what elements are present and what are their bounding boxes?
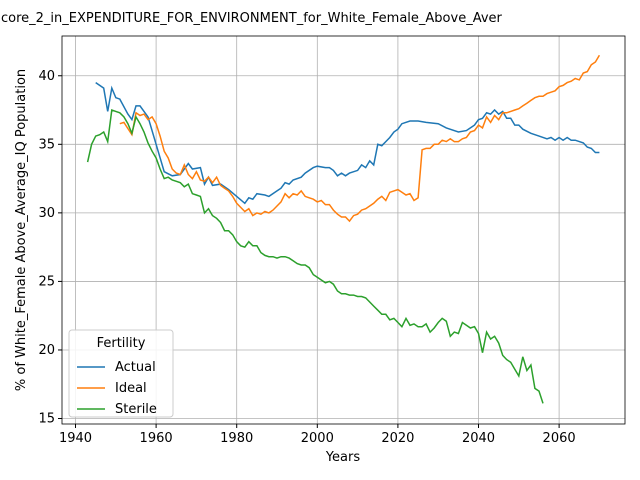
legend-title: Fertility [97,336,146,351]
x-tick-label: 2040 [462,431,495,446]
legend-label: Ideal [115,381,147,396]
y-tick-label: 30 [38,206,55,221]
legend-box [68,329,174,418]
x-tick-label: 2060 [543,431,576,446]
plot-frame [61,35,626,425]
y-tick-label: 25 [38,274,55,289]
legend-label: Actual [115,360,156,375]
y-tick-label: 35 [38,137,55,152]
legend-label: Sterile [115,402,157,417]
data-line [86,108,544,404]
data-line [95,81,600,205]
data-line [119,54,601,223]
y-tick-label: 40 [38,69,55,84]
x-tick-label: 1980 [220,431,253,446]
x-tick-label: 2020 [381,431,414,446]
x-tick-label: 1940 [59,431,92,446]
x-tick-label: 2000 [301,431,334,446]
x-tick-label: 1960 [140,431,173,446]
chart-title: core_2_in_EXPENDITURE_FOR_ENVIRONMENT_fo… [1,11,503,26]
y-axis-label: % of White_Female Above_Average_IQ Popul… [14,69,29,391]
x-axis-label: Years [325,450,361,465]
y-tick-label: 15 [38,412,55,427]
y-tick-label: 20 [38,343,55,358]
